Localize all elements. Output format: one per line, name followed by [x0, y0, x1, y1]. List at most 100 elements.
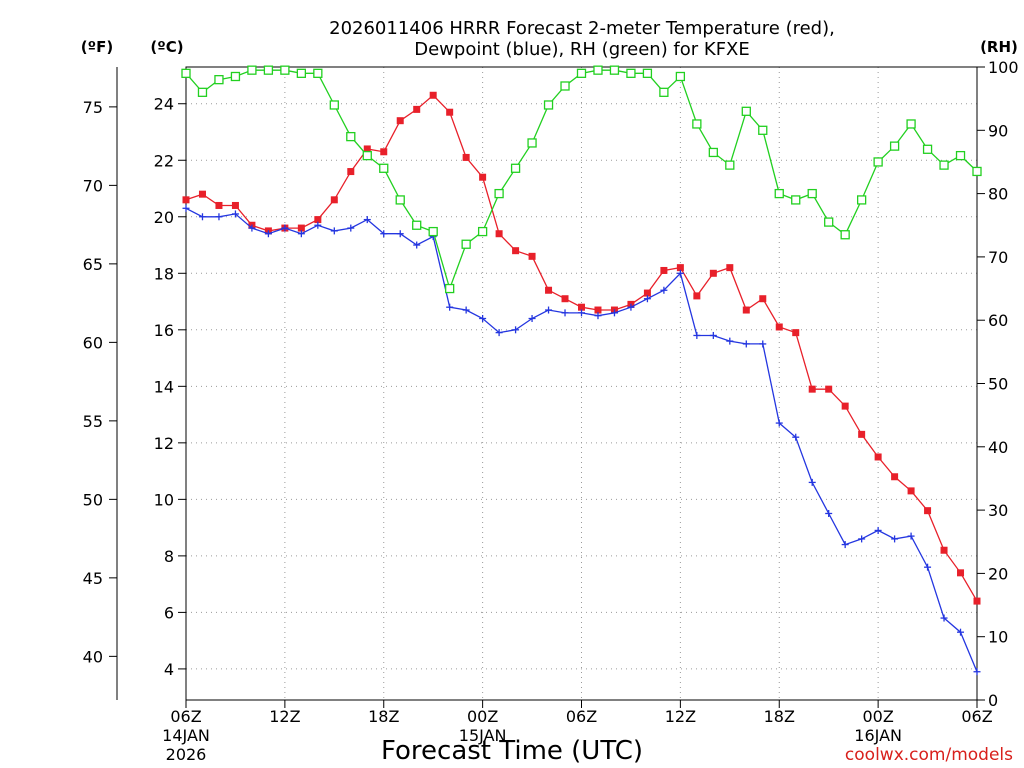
data-point [627, 303, 635, 311]
data-point [510, 163, 521, 173]
data-point [330, 196, 338, 204]
data-point [610, 309, 618, 317]
data-point [446, 303, 454, 311]
chart-subtitle: Dewpoint (blue), RH (green) for KFXE [414, 39, 750, 60]
watermark: coolwx.com/models [845, 745, 1013, 765]
data-point [264, 230, 272, 238]
data-point [576, 68, 587, 78]
data-point [561, 295, 569, 303]
series-relative-humidity [181, 65, 982, 294]
data-point [396, 117, 404, 125]
fahrenheit-tick-label: 65 [83, 255, 103, 274]
data-point [198, 190, 206, 198]
x-tick-year: 2026 [166, 745, 207, 764]
data-point [362, 150, 372, 161]
data-point [446, 108, 454, 116]
data-point [182, 196, 190, 204]
data-point [413, 105, 421, 113]
data-point [807, 188, 817, 199]
data-point [594, 312, 602, 320]
data-point [527, 138, 537, 148]
data-point [396, 230, 404, 238]
data-point [840, 230, 850, 240]
data-point [314, 221, 322, 229]
data-point [759, 340, 767, 348]
data-point [742, 340, 750, 348]
data-point [247, 65, 257, 75]
data-point [643, 289, 651, 297]
data-point [660, 286, 668, 294]
celsius-tick-label: 20 [154, 208, 174, 227]
data-point [281, 224, 289, 232]
data-point [824, 217, 834, 227]
data-point [182, 204, 190, 212]
data-series [181, 65, 982, 676]
celsius-tick-label: 18 [154, 264, 174, 283]
data-point [676, 269, 684, 277]
data-point [825, 385, 833, 393]
data-point [791, 195, 801, 205]
data-point [957, 569, 965, 577]
data-point [395, 195, 405, 205]
data-point [726, 264, 734, 272]
data-point [429, 91, 437, 99]
rh-tick-label: 30 [988, 501, 1008, 520]
data-point [858, 430, 866, 438]
data-point [660, 266, 668, 274]
data-point [676, 264, 684, 272]
data-point [428, 226, 438, 237]
data-point [545, 306, 553, 314]
data-point [297, 230, 305, 238]
data-point [775, 323, 783, 331]
data-point [215, 213, 223, 221]
data-point [313, 68, 323, 78]
data-point [891, 535, 899, 543]
data-point [248, 224, 256, 232]
data-point [692, 119, 702, 129]
x-tick-label: 18Z [368, 707, 399, 726]
data-point [759, 295, 767, 303]
data-point [495, 230, 503, 238]
data-point [445, 283, 455, 294]
data-point [560, 81, 570, 91]
celsius-tick-label: 12 [154, 434, 174, 453]
x-tick-date: 15JAN [459, 726, 507, 745]
plot-frame [185, 66, 978, 701]
data-point [955, 150, 966, 161]
tick-labels: 4 6 8 10 12 14 16 18 20 22 24 40 45 50 55 60 65 70 75 0 10 20… [83, 58, 1019, 764]
data-point [346, 131, 356, 142]
celsius-tick-label: 24 [154, 95, 174, 114]
rh-tick-label: 80 [988, 185, 1008, 204]
data-point [907, 532, 915, 540]
celsius-tick-label: 22 [154, 151, 174, 170]
data-point [841, 402, 849, 410]
x-tick-label: 06Z [566, 707, 597, 726]
data-point [198, 213, 206, 221]
data-point [230, 71, 241, 82]
x-tick-label: 06Z [961, 707, 992, 726]
data-point [197, 87, 208, 97]
x-tick-label: 06Z [170, 707, 201, 726]
data-point [578, 303, 585, 311]
x-tick-label: 00Z [467, 707, 498, 726]
data-point [726, 337, 734, 345]
data-point [939, 160, 949, 170]
data-point [412, 220, 422, 230]
fahrenheit-tick-label: 75 [83, 98, 103, 117]
data-point [296, 68, 307, 78]
data-point [907, 487, 915, 495]
celsius-tick-label: 10 [154, 490, 174, 509]
fahrenheit-tick-label: 60 [83, 333, 103, 352]
data-point [889, 141, 900, 151]
rh-tick-label: 40 [988, 438, 1008, 457]
data-point [297, 224, 305, 232]
data-point [494, 188, 504, 199]
celsius-tick-label: 16 [154, 321, 174, 340]
data-point [363, 145, 371, 153]
data-point [528, 252, 536, 260]
data-point [940, 614, 948, 622]
rh-tick-label: 100 [988, 58, 1019, 77]
data-point [924, 563, 932, 571]
data-point [231, 210, 239, 218]
data-point [693, 331, 701, 339]
